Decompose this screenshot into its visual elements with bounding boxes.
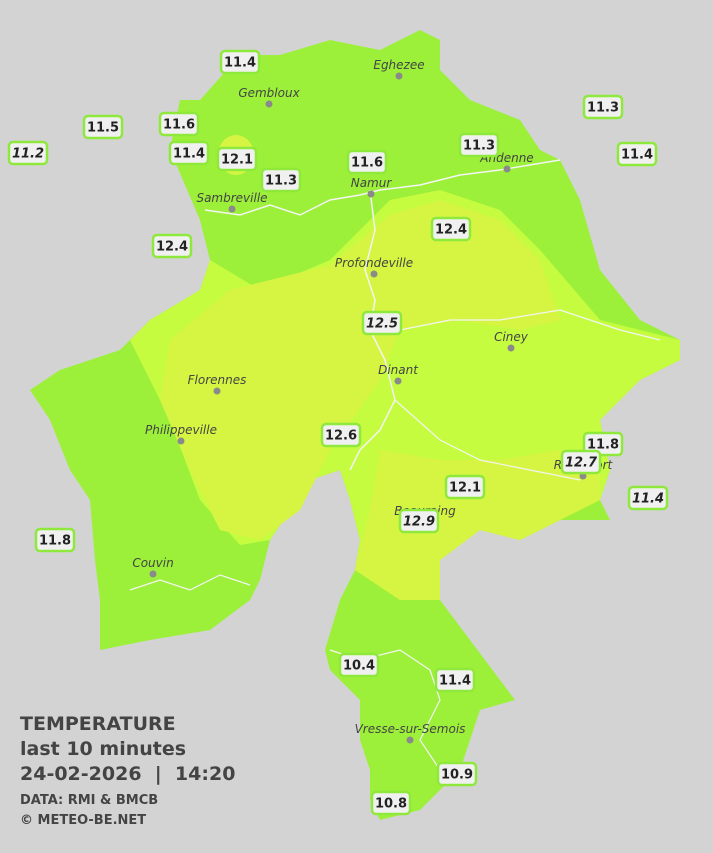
station-value: 11.5 xyxy=(87,121,119,136)
station-box xyxy=(616,141,658,167)
station-box xyxy=(216,146,258,172)
station-value: 10.9 xyxy=(441,768,473,783)
river xyxy=(399,309,661,341)
station-box xyxy=(82,114,124,140)
datetime: 24-02-2026 | 14:20 xyxy=(20,763,235,785)
station-value: 11.4 xyxy=(224,56,256,71)
station-value: 11.6 xyxy=(351,156,383,171)
city-label: Ciney xyxy=(494,330,529,344)
station-box xyxy=(151,233,193,259)
station-value: 11.3 xyxy=(587,101,619,116)
city-label: Eghezee xyxy=(373,58,424,72)
station-box xyxy=(320,422,362,448)
station-value: 12.7 xyxy=(565,456,598,471)
river xyxy=(394,399,581,481)
city-label: Gembloux xyxy=(238,86,300,100)
city-label: Dinant xyxy=(378,363,419,377)
city-label: Profondeville xyxy=(335,256,413,270)
station-box xyxy=(560,449,602,475)
station-box xyxy=(260,167,302,193)
station-box xyxy=(582,431,624,457)
city-dot xyxy=(265,100,273,108)
station-value: 12.1 xyxy=(449,481,481,496)
city-dot xyxy=(213,387,221,395)
station-box xyxy=(434,667,476,693)
station-value: 10.8 xyxy=(375,797,407,812)
river xyxy=(349,189,396,471)
station-value: 12.5 xyxy=(366,317,398,332)
station-box xyxy=(219,49,261,75)
city-dot xyxy=(394,377,402,385)
city-label: Namur xyxy=(351,176,393,190)
city-dot xyxy=(370,270,378,278)
station-value: 11.4 xyxy=(621,148,653,163)
copyright: © METEO-BE.NET xyxy=(20,813,146,828)
title: TEMPERATURE xyxy=(20,713,176,735)
city-dot xyxy=(149,570,157,578)
city-label: Couvin xyxy=(132,556,173,570)
station-box xyxy=(346,149,388,175)
subtitle: last 10 minutes xyxy=(20,738,186,760)
city-dot xyxy=(406,736,414,744)
city-dot xyxy=(177,437,185,445)
station-box xyxy=(398,508,440,534)
station-value: 11.3 xyxy=(265,174,297,189)
station-value: 11.3 xyxy=(463,139,495,154)
station-box xyxy=(361,310,403,336)
station-value: 11.8 xyxy=(587,438,619,453)
station-value: 11.8 xyxy=(39,534,71,549)
station-box xyxy=(34,527,76,553)
station-value: 12.6 xyxy=(325,429,357,444)
station-value: 12.4 xyxy=(435,223,467,238)
zone-core-south xyxy=(355,450,600,600)
station-value: 12.4 xyxy=(156,240,188,255)
river xyxy=(129,574,251,591)
station-box xyxy=(436,761,478,787)
station-value: 11.4 xyxy=(173,147,205,162)
city-dot xyxy=(503,165,511,173)
station-box xyxy=(370,790,412,816)
station-value: 11.4 xyxy=(439,674,471,689)
zone-core xyxy=(160,200,560,540)
city-label: Sambreville xyxy=(196,191,267,205)
station-box xyxy=(444,474,486,500)
station-box xyxy=(582,94,624,120)
station-box xyxy=(7,140,49,166)
station-box xyxy=(627,485,669,511)
source: DATA: RMI & BMCB xyxy=(20,793,158,808)
city-dot xyxy=(395,72,403,80)
station-box xyxy=(158,111,200,137)
station-value: 12.9 xyxy=(403,515,435,530)
city-dot xyxy=(507,344,515,352)
station-box xyxy=(458,132,500,158)
city-label: Florennes xyxy=(188,373,247,387)
station-box xyxy=(168,140,210,166)
station-value: 11.6 xyxy=(163,118,195,133)
river xyxy=(204,159,561,216)
station-value: 10.4 xyxy=(343,659,375,674)
city-dot xyxy=(228,205,236,213)
city-label: Vresse-sur-Semois xyxy=(355,722,466,736)
station-value: 12.1 xyxy=(221,153,253,168)
station-value: 11.2 xyxy=(12,147,44,162)
station-box xyxy=(338,652,380,678)
station-box xyxy=(430,216,472,242)
station-value: 11.4 xyxy=(632,492,664,507)
city-label: Philippeville xyxy=(145,423,217,437)
city-dot xyxy=(367,190,375,198)
